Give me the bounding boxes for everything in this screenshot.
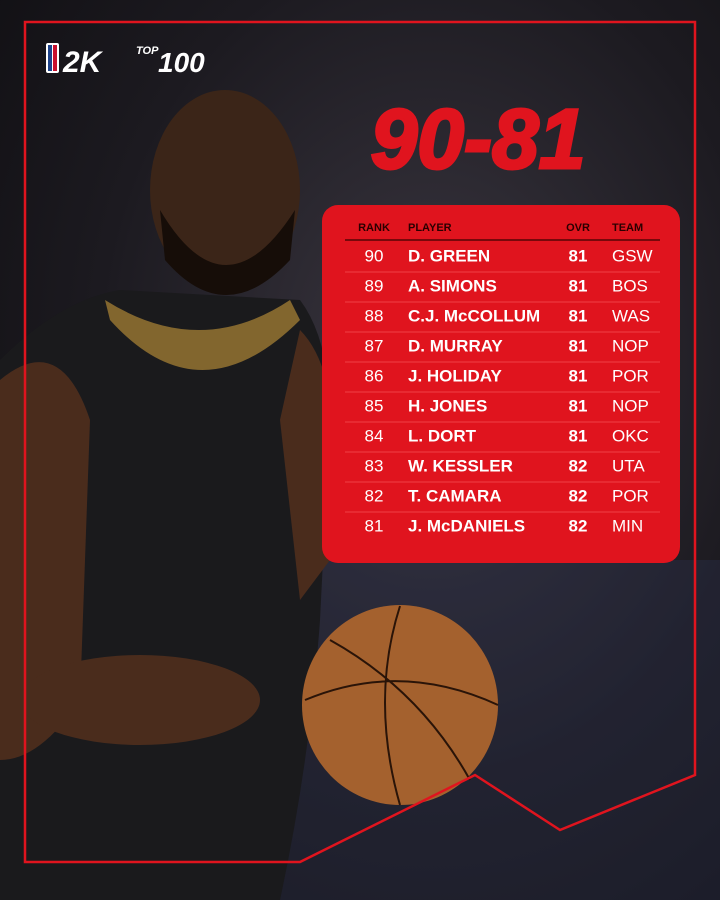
cell-team: POR bbox=[612, 366, 649, 385]
nba-logo-red bbox=[53, 45, 57, 71]
cell-rank: 82 bbox=[365, 486, 384, 505]
cell-rank: 85 bbox=[365, 396, 384, 415]
cell-rank: 84 bbox=[365, 426, 384, 445]
player-figure bbox=[0, 90, 499, 900]
cell-player: D. GREEN bbox=[408, 246, 490, 265]
cell-rank: 88 bbox=[365, 306, 384, 325]
header-ovr: OVR bbox=[566, 222, 590, 234]
cell-player: C.J. McCOLLUM bbox=[408, 306, 540, 325]
frame bbox=[23, 20, 697, 864]
cell-ovr: 81 bbox=[569, 306, 588, 325]
cell-rank: 83 bbox=[365, 456, 384, 475]
cell-team: UTA bbox=[612, 456, 645, 475]
cell-player: H. JONES bbox=[408, 396, 487, 415]
cell-player: A. SIMONS bbox=[408, 276, 497, 295]
cell-team: GSW bbox=[612, 246, 653, 265]
cell-rank: 87 bbox=[365, 336, 384, 355]
cell-player: W. KESSLER bbox=[408, 456, 513, 475]
cell-team: BOS bbox=[612, 276, 648, 295]
cell-team: WAS bbox=[612, 306, 650, 325]
header-team: TEAM bbox=[612, 222, 643, 234]
cell-rank: 81 bbox=[365, 516, 384, 535]
cell-team: OKC bbox=[612, 426, 649, 445]
logo-brand: 2K bbox=[62, 46, 104, 79]
cell-ovr: 81 bbox=[569, 366, 588, 385]
logo-number: 100 bbox=[158, 47, 205, 78]
header-player: PLAYER bbox=[408, 222, 452, 234]
nba-logo-blue bbox=[48, 45, 52, 71]
cell-player: T. CAMARA bbox=[408, 486, 502, 505]
cell-rank: 86 bbox=[365, 366, 384, 385]
logo-badge: TOP bbox=[136, 45, 159, 57]
cell-team: MIN bbox=[612, 516, 643, 535]
cell-team: POR bbox=[612, 486, 649, 505]
table-panel bbox=[322, 205, 680, 563]
cell-player: D. MURRAY bbox=[408, 336, 503, 355]
cell-ovr: 82 bbox=[569, 516, 588, 535]
cell-rank: 90 bbox=[365, 246, 384, 265]
cell-ovr: 81 bbox=[569, 396, 588, 415]
cell-player: L. DORT bbox=[408, 426, 477, 445]
cell-player: J. McDANIELS bbox=[408, 516, 525, 535]
header-rank: RANK bbox=[358, 222, 390, 234]
cell-player: J. HOLIDAY bbox=[408, 366, 503, 385]
title: 90-81 bbox=[371, 92, 586, 186]
nba-logo bbox=[46, 43, 59, 73]
cell-team: NOP bbox=[612, 336, 649, 355]
cell-ovr: 81 bbox=[569, 246, 588, 265]
cell-ovr: 82 bbox=[569, 456, 588, 475]
cell-ovr: 81 bbox=[569, 426, 588, 445]
cell-rank: 89 bbox=[365, 276, 384, 295]
cell-ovr: 81 bbox=[569, 276, 588, 295]
cell-ovr: 82 bbox=[569, 486, 588, 505]
cell-team: NOP bbox=[612, 396, 649, 415]
cell-ovr: 81 bbox=[569, 336, 588, 355]
